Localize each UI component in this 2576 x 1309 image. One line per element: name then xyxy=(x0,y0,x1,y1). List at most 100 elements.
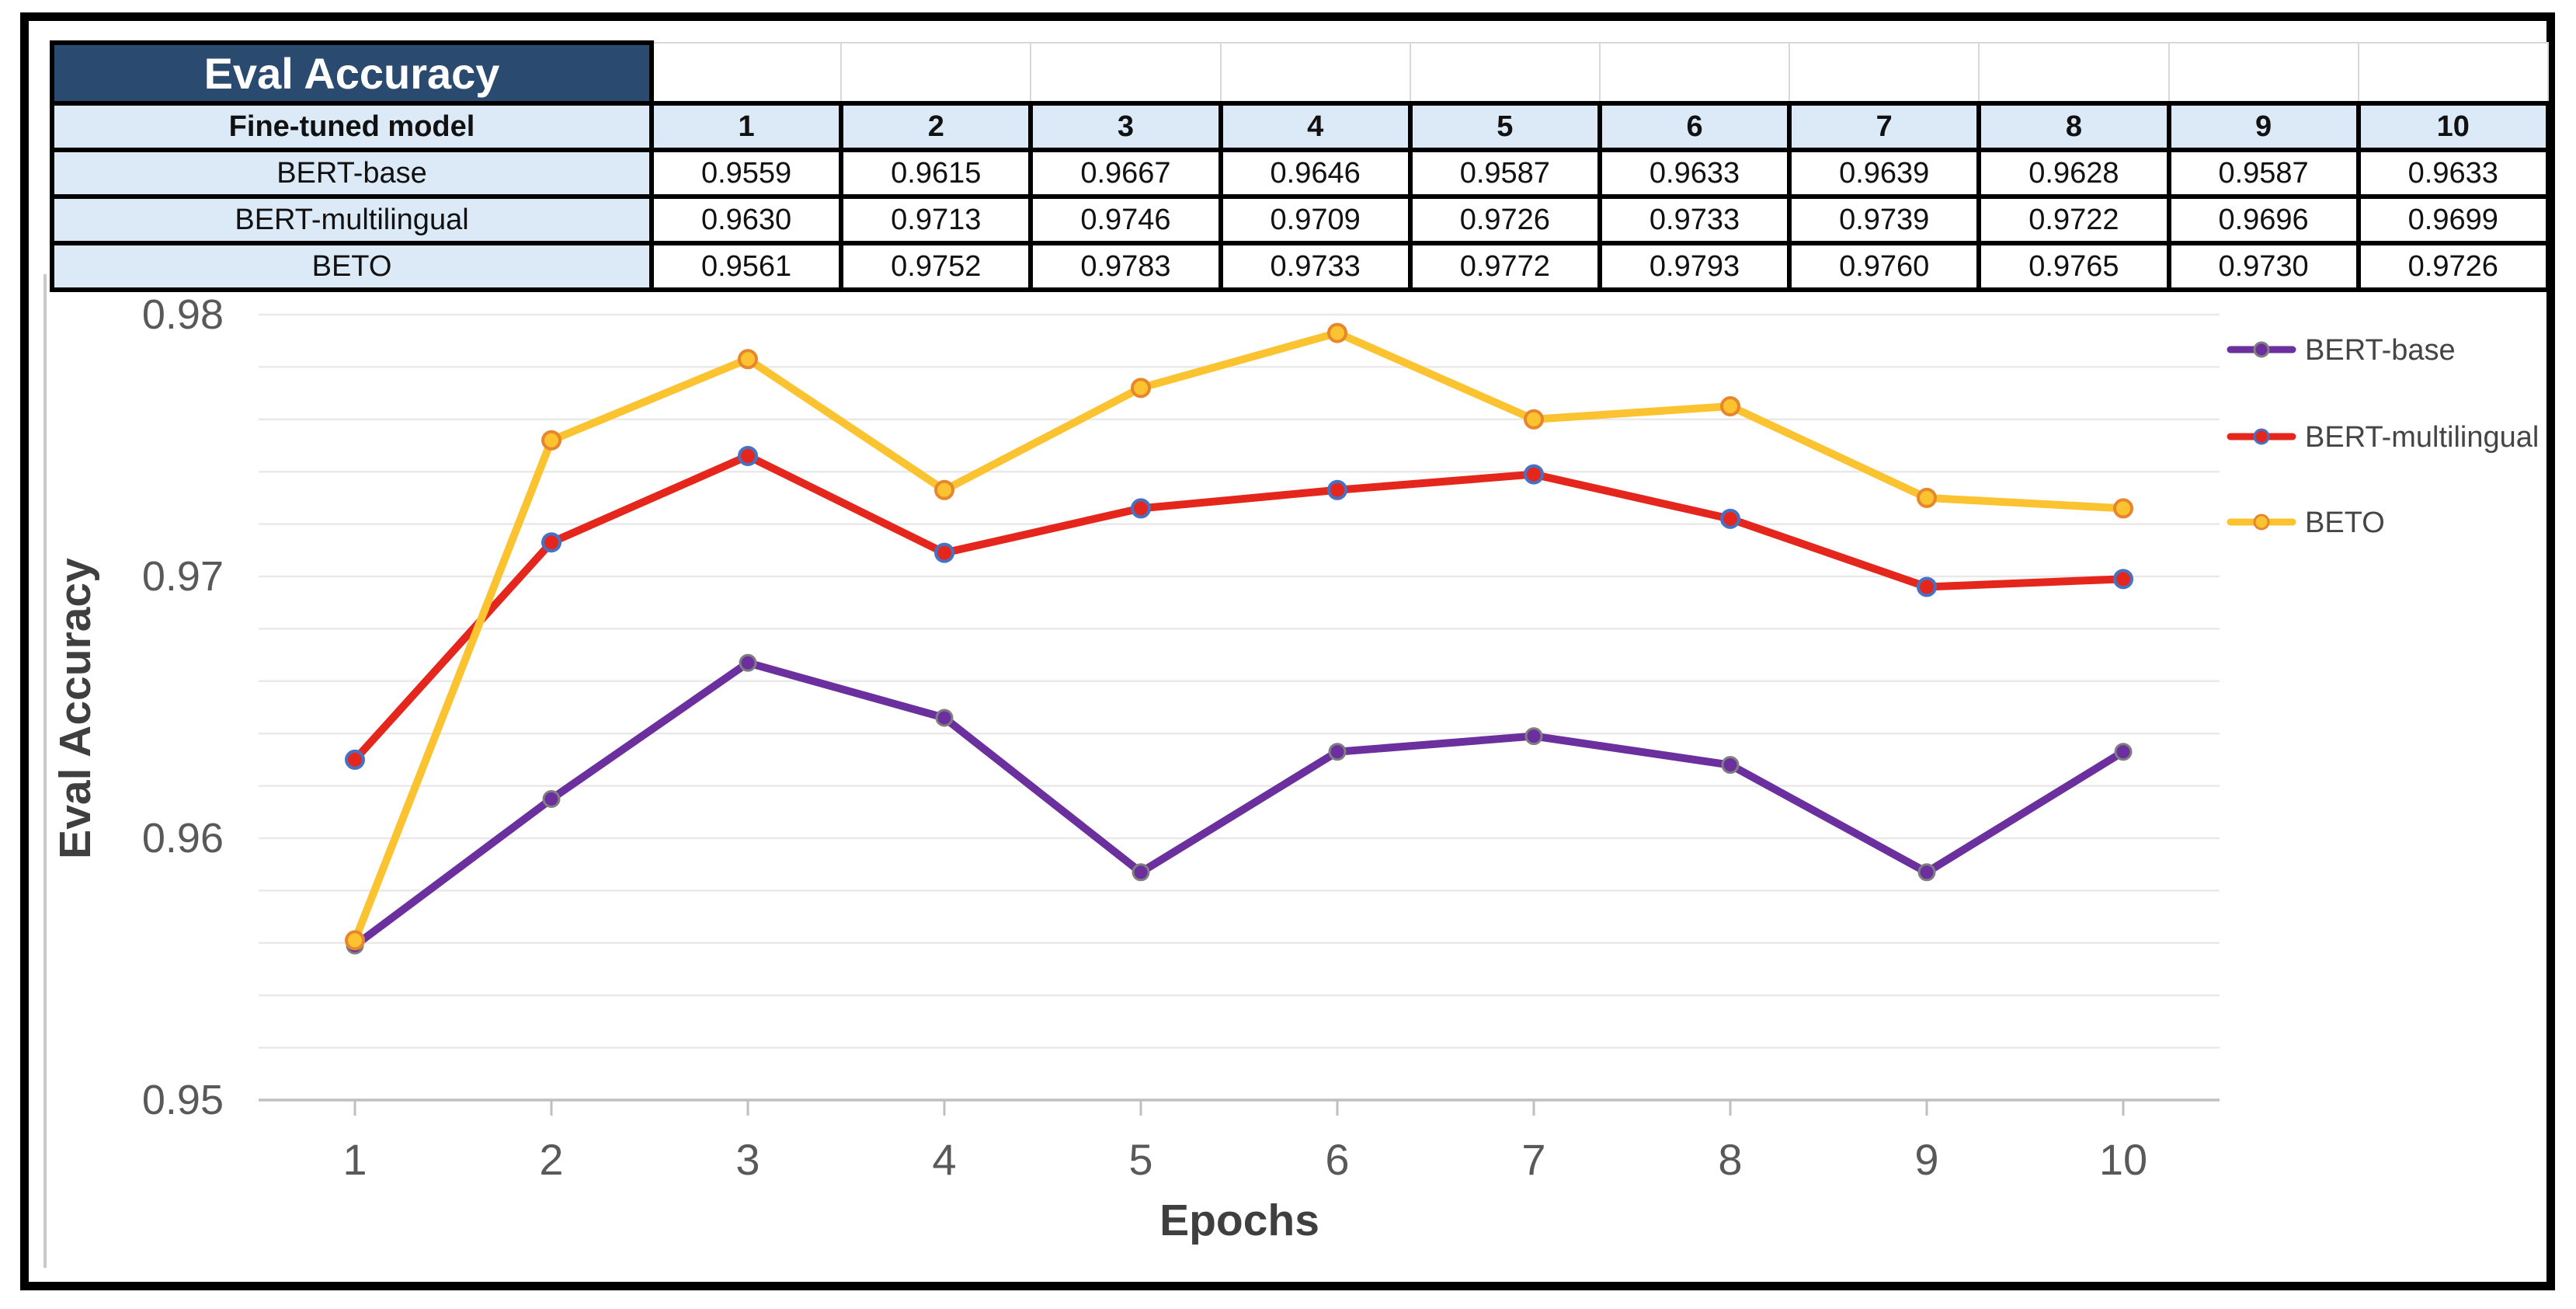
empty-cell xyxy=(1409,42,1601,104)
data-point-marker xyxy=(1327,479,1347,500)
epoch-header-cell: 5 xyxy=(1407,101,1602,152)
data-point-marker xyxy=(1328,743,1347,761)
value-cell: 0.9633 xyxy=(2355,148,2550,199)
value-cell: 0.9739 xyxy=(1787,194,1982,245)
value-cell: 0.9726 xyxy=(2355,241,2550,292)
data-point-marker xyxy=(541,430,561,451)
value-cell: 0.9726 xyxy=(1407,194,1602,245)
epoch-header-cell: 1 xyxy=(648,101,844,152)
data-point-marker xyxy=(935,708,954,727)
data-point-marker xyxy=(1720,508,1740,529)
chart-series xyxy=(345,322,2133,955)
series-BERT-base xyxy=(346,653,2133,955)
table-title-cell: Eval Accuracy xyxy=(50,40,654,106)
value-cell: 0.9699 xyxy=(2355,194,2550,245)
value-cell: 0.9730 xyxy=(2166,241,2361,292)
x-tick-label: 6 xyxy=(1325,1135,1349,1184)
value-cell: 0.9772 xyxy=(1407,241,1602,292)
table-row: BETO 0.9561 0.9752 0.9783 0.9733 0.9772 0.9793… xyxy=(50,241,2550,292)
series-line xyxy=(351,329,2127,945)
sheet-gridline-vertical xyxy=(43,274,47,1268)
data-point-marker xyxy=(541,532,561,553)
data-point-marker xyxy=(738,349,758,370)
epoch-header-cell: 3 xyxy=(1028,101,1223,152)
epoch-header-cell: 10 xyxy=(2355,101,2550,152)
model-name-cell: BERT-base xyxy=(50,148,654,199)
series-line xyxy=(351,659,2127,950)
y-tick-label: 0.98 xyxy=(142,291,224,338)
legend-label: BETO xyxy=(2305,507,2385,539)
table-row: BERT-multilingual 0.9630 0.9713 0.9746 0.970… xyxy=(50,194,2550,245)
data-point-marker xyxy=(1721,756,1740,775)
y-tick-label: 0.95 xyxy=(142,1077,224,1123)
legend-entry: BETO xyxy=(2227,507,2385,539)
value-cell: 0.9709 xyxy=(1218,194,1413,245)
x-tick-label: 1 xyxy=(342,1135,367,1184)
value-cell: 0.9733 xyxy=(1218,241,1413,292)
value-cell: 0.9667 xyxy=(1028,148,1223,199)
chart-legend: BERT-base BERT-multilingual BETO xyxy=(2227,334,2539,539)
data-point-marker xyxy=(345,930,365,951)
table-header-row: Fine-tuned model 1 2 3 4 5 6 7 8 9 10 xyxy=(50,101,2550,152)
value-cell: 0.9760 xyxy=(1787,241,1982,292)
data-point-marker xyxy=(2113,498,2133,519)
data-point-marker xyxy=(1327,322,1347,343)
data-point-marker xyxy=(2113,569,2133,590)
epoch-header-cell: 9 xyxy=(2166,101,2361,152)
legend-marker xyxy=(2253,428,2270,445)
y-axis-title: Eval Accuracy xyxy=(50,558,100,859)
data-point-marker xyxy=(2114,743,2133,761)
legend-entry: BERT-multilingual xyxy=(2227,421,2539,454)
epoch-header-cell: 8 xyxy=(1976,101,2171,152)
data-point-marker xyxy=(1524,727,1543,746)
x-tick-label: 2 xyxy=(539,1135,563,1184)
legend-entry: BERT-base xyxy=(2227,334,2456,367)
data-point-marker xyxy=(1917,487,1937,508)
empty-cell xyxy=(2168,42,2359,104)
table-title-row: Eval Accuracy xyxy=(50,40,2549,106)
row-header-cell: Fine-tuned model xyxy=(50,101,654,152)
value-cell: 0.9752 xyxy=(839,241,1034,292)
x-tick-label: 5 xyxy=(1128,1135,1152,1184)
series-line xyxy=(351,451,2127,764)
y-tick-label: 0.97 xyxy=(142,553,224,600)
epoch-header-cell: 4 xyxy=(1218,101,1413,152)
empty-cell xyxy=(2357,42,2549,104)
value-cell: 0.9630 xyxy=(648,194,844,245)
data-point-marker xyxy=(542,789,561,808)
empty-cell xyxy=(840,42,1032,104)
value-cell: 0.9587 xyxy=(1407,148,1602,199)
series-BERT-multilingual xyxy=(345,445,2133,770)
chart-axes: 1 2 3 4 5 6 7 8 9 10 0.95 0.96 0.97 0.98 xyxy=(142,291,2220,1184)
x-tick-label: 4 xyxy=(932,1135,956,1184)
data-point-marker xyxy=(1720,395,1740,416)
data-point-marker xyxy=(1917,863,1936,882)
value-cell: 0.9559 xyxy=(648,148,844,199)
x-tick-label: 9 xyxy=(1914,1135,1938,1184)
x-tick-label: 7 xyxy=(1521,1135,1545,1184)
data-point-marker xyxy=(1917,576,1937,597)
legend-marker xyxy=(2253,514,2270,531)
data-point-marker xyxy=(738,445,758,466)
value-cell: 0.9765 xyxy=(1976,241,2171,292)
value-cell: 0.9615 xyxy=(839,148,1034,199)
data-point-marker xyxy=(934,479,954,500)
x-tick-label: 8 xyxy=(1718,1135,1742,1184)
value-cell: 0.9783 xyxy=(1028,241,1223,292)
legend-label: BERT-multilingual xyxy=(2305,421,2539,454)
data-point-marker xyxy=(345,749,365,770)
model-name-cell: BETO xyxy=(50,241,654,292)
data-point-marker xyxy=(1132,863,1150,882)
data-point-marker xyxy=(1131,498,1151,519)
data-point-marker xyxy=(1524,409,1544,430)
model-name-cell: BERT-multilingual xyxy=(50,194,654,245)
empty-cell xyxy=(1789,42,1980,104)
x-tick-label: 10 xyxy=(2099,1135,2147,1184)
epoch-header-cell: 6 xyxy=(1597,101,1792,152)
data-point-marker xyxy=(739,653,757,672)
x-tick-label: 3 xyxy=(735,1135,760,1184)
value-cell: 0.9587 xyxy=(2166,148,2361,199)
empty-cell xyxy=(1598,42,1791,104)
